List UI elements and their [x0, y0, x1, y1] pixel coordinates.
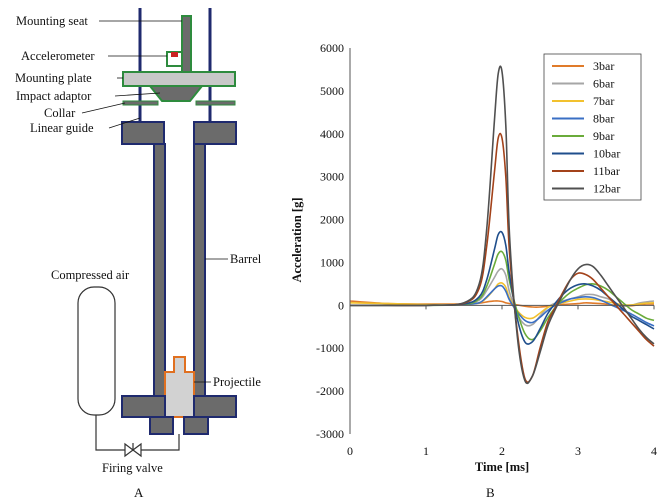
- y-axis-title: Acceleration [g]: [290, 197, 304, 282]
- top-flange-right: [193, 121, 237, 145]
- bottom-flange-left: [121, 395, 166, 418]
- y-tick-label: -2000: [316, 384, 344, 398]
- y-tick-labels: -3000 -2000 -1000 0 1000 2000 3000 4000 5000 6000: [316, 41, 344, 441]
- y-tick-label: 5000: [320, 84, 344, 98]
- projectile: [164, 356, 195, 418]
- y-tick-label: 1000: [320, 255, 344, 269]
- x-tick-label: 4: [651, 444, 657, 458]
- accelerometer-sensor: [171, 52, 178, 57]
- legend-box: [543, 53, 642, 201]
- x-axis-title: Time [ms]: [475, 460, 529, 474]
- barrel-wall-left: [153, 143, 166, 397]
- air-line: [95, 415, 125, 451]
- series-line-9bar: [350, 250, 655, 341]
- label-barrel: Barrel: [230, 252, 262, 266]
- top-flange-left: [121, 121, 165, 145]
- y-tick-label: 2000: [320, 213, 344, 227]
- y-tick-label: -3000: [316, 427, 344, 441]
- label-accelerometer: Accelerometer: [21, 49, 95, 63]
- series-line-12bar: [350, 65, 655, 385]
- legend-label-3bar: 3bar: [593, 59, 614, 73]
- legend-label-10bar: 10bar: [593, 147, 620, 161]
- panel-label-b: B: [486, 485, 495, 500]
- label-impact-adaptor: Impact adaptor: [16, 89, 92, 103]
- mounting-plate: [122, 71, 236, 87]
- barrel-wall-right: [193, 143, 206, 397]
- x-tick-label: 0: [347, 444, 353, 458]
- impact-adaptor: [147, 85, 205, 102]
- x-tick-label: 2: [499, 444, 505, 458]
- y-tick-label: 3000: [320, 170, 344, 184]
- y-tick-label: 4000: [320, 127, 344, 141]
- bottom-flange-right: [193, 395, 237, 418]
- label-firing-valve: Firing valve: [102, 461, 163, 475]
- label-compressed-air: Compressed air: [51, 268, 130, 282]
- compressed-air-tank: [77, 286, 116, 416]
- series-line-8bar: [350, 284, 655, 327]
- mounting-seat: [181, 15, 192, 75]
- series-line-7bar: [349, 281, 655, 320]
- acceleration-chart: -3000 -2000 -1000 0 1000 2000 3000 4000 5000 6000…: [290, 41, 657, 500]
- x-tick-label: 1: [423, 444, 429, 458]
- x-tick-label: 3: [575, 444, 581, 458]
- x-tick-labels: 0 1 2 3 4: [347, 305, 657, 458]
- legend-label-9bar: 9bar: [593, 129, 614, 143]
- panel-label-a: A: [134, 485, 144, 500]
- label-projectile: Projectile: [213, 375, 261, 389]
- series-line-10bar: [350, 230, 655, 345]
- legend-label-6bar: 6bar: [593, 77, 614, 91]
- collar-right: [195, 100, 236, 106]
- label-collar: Collar: [44, 106, 76, 120]
- label-mounting-seat: Mounting seat: [16, 14, 88, 28]
- air-line-to-barrel: [141, 434, 180, 451]
- collar-left: [122, 100, 159, 106]
- legend-label-8bar: 8bar: [593, 112, 614, 126]
- base-block-right: [183, 416, 209, 435]
- label-linear-guide: Linear guide: [30, 121, 94, 135]
- legend-label-7bar: 7bar: [593, 94, 614, 108]
- legend-items: 3bar 6bar 7bar 8bar 9bar 10bar 11bar 12bar: [552, 59, 620, 196]
- apparatus-diagram: Mounting seat Accelerometer Mounting pla…: [15, 8, 262, 500]
- base-block-left: [149, 416, 174, 435]
- label-mounting-plate: Mounting plate: [15, 71, 92, 85]
- y-tick-label: 0: [338, 298, 344, 312]
- chart-legend: 3bar 6bar 7bar 8bar 9bar 10bar 11bar 12bar: [543, 53, 642, 201]
- legend-label-12bar: 12bar: [593, 182, 620, 196]
- legend-label-11bar: 11bar: [593, 164, 620, 178]
- y-tick-label: -1000: [316, 341, 344, 355]
- y-tick-label: 6000: [320, 41, 344, 55]
